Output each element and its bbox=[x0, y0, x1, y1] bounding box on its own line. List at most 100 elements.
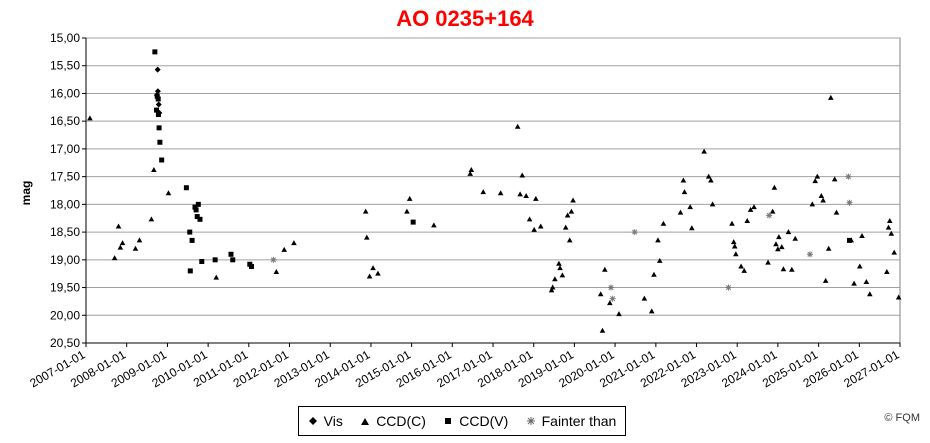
data-point-triangle bbox=[751, 204, 757, 210]
data-point-triangle bbox=[891, 249, 898, 255]
legend-label: Vis bbox=[323, 413, 343, 429]
data-point-triangle bbox=[863, 279, 870, 284]
data-point-triangle bbox=[655, 237, 661, 243]
data-point-square bbox=[187, 268, 193, 274]
data-point-triangle bbox=[771, 184, 778, 190]
data-point-triangle bbox=[888, 230, 895, 236]
data-point-triangle bbox=[562, 224, 569, 230]
data-point-triangle bbox=[291, 240, 297, 246]
data-point-triangle bbox=[677, 209, 684, 215]
data-point-triangle bbox=[680, 177, 687, 183]
data-point-triangle bbox=[431, 222, 437, 228]
data-point-square bbox=[154, 107, 160, 113]
data-point-square bbox=[197, 216, 203, 222]
data-point-triangle bbox=[213, 274, 220, 280]
data-point-triangle bbox=[709, 201, 716, 207]
y-axis-ticks: 15,00 15,50 16,00 16,50 17,00 17,50 18,00 18,50… bbox=[50, 31, 86, 350]
data-point-triangle bbox=[814, 173, 821, 179]
data-point-asterisk bbox=[631, 229, 638, 236]
y-tick-label: 17,50 bbox=[50, 170, 80, 184]
data-point-triangle bbox=[859, 232, 865, 238]
data-point-triangle bbox=[687, 204, 693, 210]
data-point-square bbox=[183, 185, 189, 191]
data-point-triangle bbox=[549, 284, 556, 290]
data-point-triangle bbox=[533, 195, 539, 201]
copyright: © FQM bbox=[884, 412, 920, 424]
data-point-triangle bbox=[570, 197, 576, 203]
data-point-triangle bbox=[375, 270, 381, 276]
data-point-triangle bbox=[119, 240, 126, 246]
data-point-square bbox=[193, 207, 199, 213]
data-point-triangle bbox=[769, 208, 776, 214]
data-point-triangle bbox=[566, 237, 573, 243]
legend-item-ccd-v: CCD(V) bbox=[443, 413, 508, 429]
legend-item-fainter: Fainter than bbox=[526, 413, 616, 429]
data-point-triangle bbox=[792, 235, 799, 241]
data-point-triangle bbox=[775, 246, 781, 252]
data-point-triangle bbox=[730, 239, 737, 245]
data-point-triangle bbox=[812, 178, 819, 184]
data-point-triangle bbox=[87, 115, 93, 121]
y-tick-label: 19,50 bbox=[50, 281, 80, 295]
data-point-square bbox=[157, 139, 163, 145]
data-point-triangle bbox=[765, 259, 771, 265]
data-point-triangle bbox=[564, 212, 571, 218]
data-point-triangle bbox=[651, 271, 657, 277]
data-point-triangle bbox=[789, 266, 795, 272]
data-point-triangle bbox=[568, 208, 575, 214]
data-point-triangle bbox=[468, 166, 475, 172]
data-point-triangle bbox=[514, 123, 521, 129]
data-point-square bbox=[156, 125, 162, 131]
data-point-triangle bbox=[523, 193, 529, 199]
data-point-square bbox=[152, 49, 158, 55]
legend: Vis CCD(C) CCD(V) Fainter than bbox=[298, 406, 626, 436]
data-point-asterisk bbox=[270, 256, 277, 263]
data-point-triangle bbox=[132, 245, 139, 251]
data-point-triangle bbox=[117, 244, 124, 250]
data-point-triangle bbox=[689, 225, 695, 231]
diamond-icon bbox=[308, 417, 317, 425]
data-point-triangle bbox=[681, 189, 688, 195]
data-point-triangle bbox=[825, 245, 832, 251]
data-point-triangle bbox=[115, 223, 122, 229]
data-point-triangle bbox=[701, 148, 707, 154]
data-point-triangle bbox=[607, 300, 613, 306]
data-point-triangle bbox=[741, 267, 748, 273]
y-tick-label: 17,00 bbox=[50, 142, 80, 156]
data-point-triangle bbox=[467, 170, 474, 176]
data-point-asterisk bbox=[845, 173, 852, 180]
chart-title: AO 0235+164 bbox=[396, 6, 534, 31]
y-tick-label: 15,50 bbox=[50, 59, 80, 73]
data-point-square bbox=[154, 93, 160, 99]
data-point-triangle bbox=[820, 197, 826, 203]
plot-area bbox=[85, 37, 901, 344]
data-point-triangle bbox=[497, 190, 504, 196]
data-point-triangle bbox=[151, 166, 157, 172]
triangle-icon bbox=[361, 418, 370, 425]
data-point-triangle bbox=[537, 223, 544, 229]
y-axis-label: mag bbox=[19, 181, 33, 206]
data-point-triangle bbox=[833, 209, 840, 215]
data-point-triangle bbox=[776, 234, 782, 240]
y-tick-label: 19,00 bbox=[50, 253, 80, 267]
data-point-triangle bbox=[733, 251, 739, 257]
data-point-triangle bbox=[597, 291, 604, 297]
data-point-square bbox=[199, 258, 205, 264]
data-point-triangle bbox=[785, 229, 792, 235]
data-point-diamond bbox=[154, 66, 161, 73]
data-point-triangle bbox=[895, 294, 902, 300]
y-tick-label: 20,50 bbox=[50, 336, 80, 350]
data-point-triangle bbox=[552, 276, 558, 282]
data-point-triangle bbox=[136, 237, 143, 243]
legend-item-ccd-c: CCD(C) bbox=[360, 413, 426, 429]
data-point-triangle bbox=[780, 266, 787, 272]
data-point-triangle bbox=[404, 208, 410, 214]
data-point-triangle bbox=[660, 220, 667, 226]
data-point-triangle bbox=[856, 263, 863, 269]
data-point-triangle bbox=[867, 291, 873, 297]
y-tick-label: 16,50 bbox=[50, 114, 80, 128]
data-point-asterisk bbox=[846, 199, 853, 206]
data-point-diamond bbox=[155, 101, 162, 108]
data-point-square bbox=[248, 263, 254, 269]
